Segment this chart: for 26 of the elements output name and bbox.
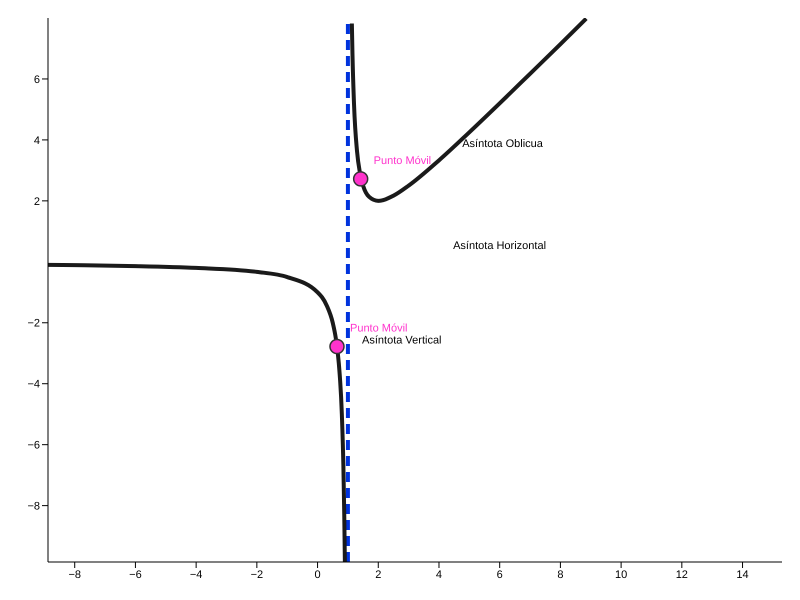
x-tick-label: −2 — [250, 568, 264, 581]
y-tick-label: 6 — [34, 74, 40, 86]
line-series — [350, 18, 588, 203]
annotation: Punto Móvil — [350, 322, 408, 335]
annotation: Asíntota Oblicua — [462, 138, 544, 150]
line-series — [48, 262, 347, 562]
x-tick-label: 4 — [436, 568, 442, 581]
y-tick-label: −2 — [27, 318, 40, 330]
x-tick-label: 0 — [314, 568, 321, 581]
y-tick-label: 2 — [34, 196, 40, 208]
y-tick-label: −8 — [27, 500, 40, 513]
x-tick-label: 14 — [736, 568, 749, 581]
x-tick-label: −8 — [68, 568, 81, 581]
y-tick-label: −4 — [27, 378, 40, 391]
x-tick-label: 10 — [614, 568, 628, 581]
annotation: Asíntota Horizontal — [453, 240, 546, 252]
y-tick-label: −6 — [27, 440, 40, 452]
x-tick-label: 2 — [375, 568, 382, 581]
x-tick-label: −4 — [190, 568, 202, 581]
annotation: Punto Móvil — [374, 154, 432, 167]
annotation: Asíntota Vertical — [362, 334, 442, 347]
x-tick-label: 8 — [557, 568, 564, 581]
y-tick-label: 4 — [34, 134, 40, 147]
x-tick-label: 6 — [496, 568, 503, 581]
x-tick-label: −6 — [129, 568, 142, 581]
x-tick-label: 12 — [676, 568, 688, 581]
